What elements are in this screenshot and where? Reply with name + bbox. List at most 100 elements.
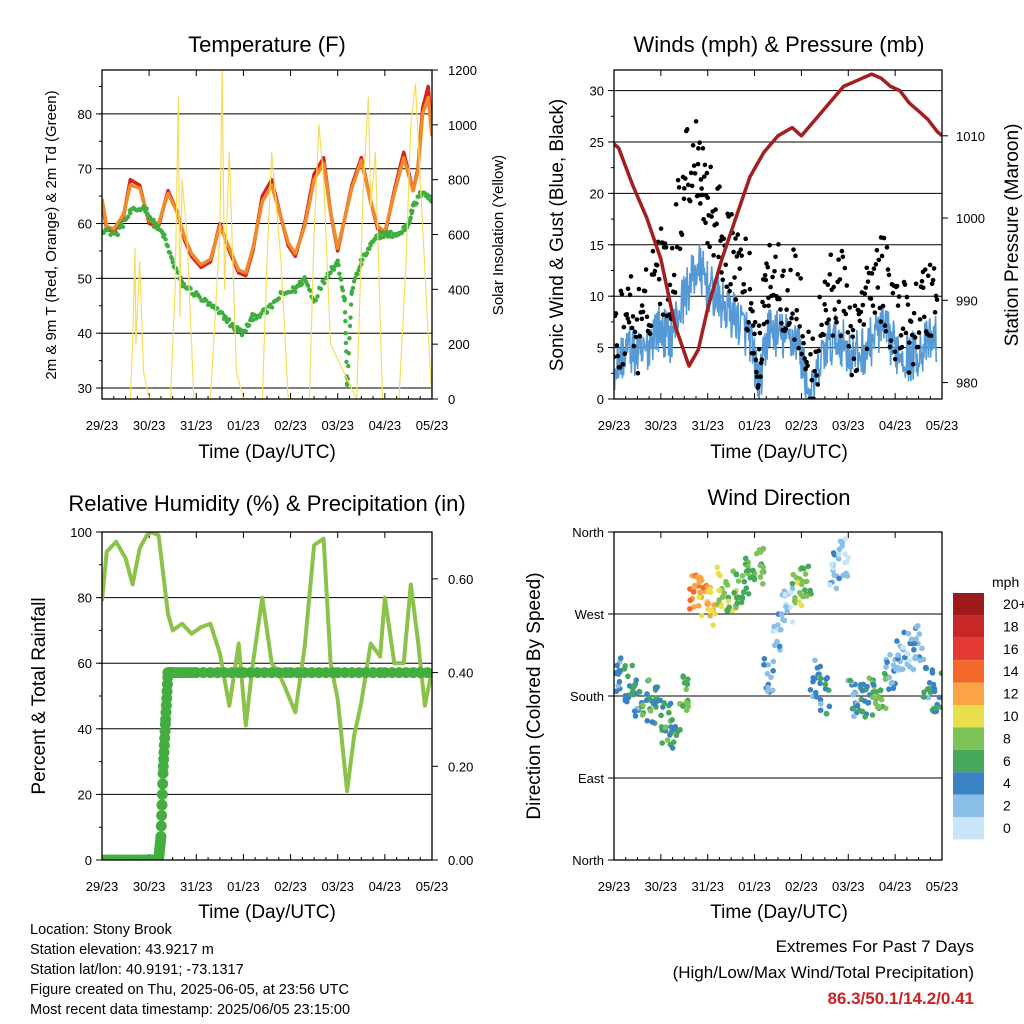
gust-point <box>788 267 793 273</box>
x-tick-label: 31/23 <box>180 879 213 894</box>
direction-point <box>787 589 794 596</box>
direction-point <box>685 676 691 683</box>
gust-point <box>750 323 756 328</box>
colorbar-swatch <box>953 682 984 705</box>
gust-point <box>741 282 747 287</box>
y-tick-label: 15 <box>590 238 604 253</box>
gust-point <box>798 276 803 281</box>
dewpoint-point <box>163 237 168 242</box>
gust-point <box>614 343 620 348</box>
direction-point <box>778 626 784 633</box>
direction-point <box>789 580 796 587</box>
direction-point <box>664 737 671 743</box>
gust-point <box>896 294 902 299</box>
gust-point <box>729 212 734 217</box>
panel-3: Relative Humidity (%) & Precipitation (i… <box>29 491 473 923</box>
direction-point <box>725 594 732 601</box>
y-tick-label: 20 <box>590 186 604 201</box>
dewpoint-point <box>348 302 354 307</box>
direction-point <box>917 657 923 664</box>
gust-point <box>783 326 788 331</box>
direction-point <box>817 663 824 670</box>
gust-point <box>701 217 706 222</box>
precip-point <box>156 799 168 811</box>
gust-point <box>833 316 838 321</box>
gust-point <box>840 254 846 260</box>
direction-point <box>643 697 650 704</box>
gust-point <box>671 272 677 278</box>
gust-point <box>864 265 870 271</box>
direction-point <box>865 699 872 706</box>
gust-point <box>884 245 890 250</box>
direction-point <box>743 585 750 591</box>
direction-point <box>938 704 942 711</box>
y2-tick-label: 0.00 <box>448 853 473 868</box>
gust-point <box>660 312 666 317</box>
chart-title: Wind Direction <box>707 485 850 510</box>
gust-point <box>791 247 796 252</box>
gust-point <box>672 290 678 295</box>
dewpoint-point <box>322 281 327 286</box>
direction-point <box>750 567 756 574</box>
dewpoint-point <box>328 270 333 275</box>
direction-point <box>799 565 805 571</box>
dewpoint-point <box>128 210 133 216</box>
gust-point <box>756 346 762 352</box>
direction-point <box>799 581 805 588</box>
precip-point <box>155 831 167 843</box>
gust-point <box>752 319 758 325</box>
direction-point <box>874 704 881 711</box>
station-elevation: Station elevation: 43.9217 m <box>30 942 214 958</box>
dewpoint-point <box>125 214 131 219</box>
gust-point <box>857 318 863 324</box>
dewpoint-point <box>220 310 225 316</box>
gust-point <box>785 288 790 293</box>
gust-point <box>673 202 679 207</box>
direction-point <box>802 571 809 577</box>
direction-point <box>817 696 824 703</box>
y-tick-label: 30 <box>590 84 604 99</box>
gust-point <box>698 201 703 206</box>
gust-point <box>802 356 807 361</box>
direction-point <box>895 652 901 658</box>
x-tick-label: 30/23 <box>645 879 678 894</box>
gust-point <box>764 319 770 325</box>
gust-point <box>696 146 701 151</box>
direction-point <box>670 725 676 732</box>
gust-point <box>617 365 623 370</box>
direction-point <box>859 687 866 694</box>
direction-point <box>741 578 748 585</box>
gust-point <box>658 226 664 231</box>
colorbar-label: 16 <box>1003 641 1019 657</box>
extremes-subtitle: (High/Low/Max Wind/Total Precipitation) <box>672 963 974 982</box>
gust-point <box>698 177 704 182</box>
gust-point <box>917 317 923 322</box>
gust-point <box>842 265 848 271</box>
direction-point <box>919 645 925 652</box>
gust-point <box>628 274 634 279</box>
precip-point <box>156 788 168 800</box>
colorbar-swatch <box>953 817 984 840</box>
direction-point <box>705 600 711 607</box>
direction-point <box>883 705 889 712</box>
x-tick-label: 04/23 <box>879 418 912 433</box>
gust-point <box>787 320 792 326</box>
colorbar-label: 0 <box>1003 820 1011 836</box>
gust-point <box>778 307 783 312</box>
gust-point <box>756 323 762 328</box>
gust-point <box>635 370 641 376</box>
direction-point <box>757 574 764 580</box>
y-tick-label: 0 <box>597 392 604 407</box>
gust-point <box>691 163 697 168</box>
direction-point <box>812 675 818 682</box>
dewpoint-point <box>156 223 161 229</box>
direction-point <box>649 719 656 725</box>
gust-point <box>648 323 654 329</box>
dewpoint-point <box>165 243 171 249</box>
direction-point <box>770 667 776 674</box>
direction-point <box>898 666 904 673</box>
x-tick-label: 03/23 <box>832 418 865 433</box>
sonic-wind-line <box>614 244 938 399</box>
y-tick-label: 50 <box>78 271 92 286</box>
direction-point <box>884 659 890 666</box>
